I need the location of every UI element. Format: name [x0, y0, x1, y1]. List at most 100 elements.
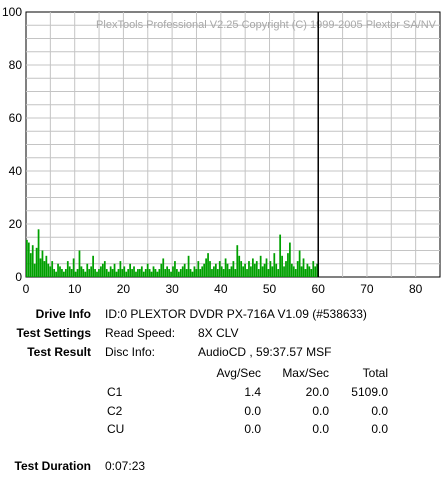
- c1-bar: [29, 253, 32, 277]
- c1-bar: [103, 261, 106, 277]
- c1-bar: [216, 269, 219, 277]
- c1-bar: [279, 234, 282, 277]
- x-tick-label: 0: [23, 282, 30, 296]
- c1-bar: [35, 247, 38, 277]
- c1-bar: [37, 229, 40, 277]
- c1-bar: [111, 269, 114, 277]
- c1-bar: [26, 239, 28, 277]
- disc-info-value: AudioCD , 59:37.57 MSF: [198, 345, 332, 359]
- c1-bar: [98, 269, 100, 277]
- c1-bar: [312, 261, 315, 277]
- c1-bar: [261, 266, 264, 277]
- c1-bar: [86, 263, 89, 277]
- c1-bar: [263, 263, 266, 277]
- c1-bar: [150, 271, 153, 277]
- c1-bar: [214, 263, 217, 277]
- c1-bar: [273, 253, 276, 277]
- disc-info-label: Disc Info:: [105, 345, 156, 359]
- c1-bar: [168, 269, 170, 277]
- x-tick-label: 20: [117, 282, 131, 296]
- c1-bar: [31, 245, 34, 277]
- c1-bar: [142, 271, 145, 277]
- c1-bar: [127, 269, 130, 277]
- col-header-max: Max/Sec: [282, 366, 329, 380]
- c1-bar: [64, 269, 67, 277]
- c1-bar: [160, 263, 163, 277]
- error-rate-chart: PlexTools Professional V2.25 Copyright (…: [2, 5, 441, 296]
- c1-bar: [259, 255, 262, 277]
- c1-bar: [68, 266, 71, 277]
- col-header-total: Total: [362, 366, 388, 380]
- c1-bar: [90, 266, 93, 277]
- c1-bar: [125, 271, 128, 277]
- watermark-text: PlexTools Professional V2.25 Copyright (…: [96, 19, 437, 31]
- c1-bar: [203, 263, 206, 277]
- c1-bar: [185, 269, 188, 277]
- x-tick-label: 40: [214, 282, 228, 296]
- c1-bar: [27, 242, 30, 277]
- c1-bar: [277, 269, 280, 277]
- x-tick-label: 70: [360, 282, 374, 296]
- c1-bar: [55, 271, 57, 277]
- c1-bar: [199, 269, 202, 277]
- c1-bar: [66, 261, 69, 277]
- c1-bar: [177, 271, 180, 277]
- c1-bar: [117, 269, 120, 277]
- c1-bar: [183, 263, 186, 277]
- x-tick-label: 30: [165, 282, 179, 296]
- c1-bar: [269, 261, 272, 277]
- c1-bar: [101, 263, 104, 277]
- c1-bar: [96, 271, 98, 277]
- c1-bar: [228, 269, 231, 277]
- c1-bar: [187, 255, 190, 277]
- y-tick-labels: 0 20 40 60 80 100: [2, 5, 22, 284]
- read-speed-value: 8X CLV: [198, 326, 239, 340]
- c1-bar: [41, 250, 44, 277]
- c1-bar: [57, 263, 59, 277]
- c1-bar: [76, 269, 79, 277]
- c1-bar: [265, 258, 268, 277]
- c1-bar: [43, 261, 46, 277]
- test-settings-label: Test Settings: [16, 326, 91, 340]
- x-tick-label: 50: [263, 282, 277, 296]
- row-cu-name: CU: [107, 422, 125, 436]
- c1-bar: [289, 242, 291, 277]
- c1-bar: [205, 258, 207, 277]
- c1-bar: [137, 269, 139, 277]
- c1-bar: [209, 261, 211, 277]
- y-tick-label: 100: [2, 5, 22, 19]
- c1-bar: [113, 263, 116, 277]
- row-cu-total: 0.0: [371, 422, 388, 436]
- c1-bar: [123, 266, 126, 277]
- c1-bar: [207, 253, 209, 277]
- c1-bar: [304, 269, 307, 277]
- c1-bar: [133, 266, 135, 277]
- c1-bar: [195, 269, 198, 277]
- c1-bar: [310, 269, 313, 277]
- c1-bar: [162, 258, 165, 277]
- c1-bar: [300, 266, 303, 277]
- c1-bar: [78, 250, 81, 277]
- c1-bar: [224, 258, 227, 277]
- row-c2-name: C2: [107, 404, 123, 418]
- c1-bar: [131, 269, 133, 277]
- y-tick-label: 0: [15, 270, 22, 284]
- row-c2-total: 0.0: [371, 404, 388, 418]
- c1-bar: [61, 269, 63, 277]
- c1-bar: [158, 269, 161, 277]
- c1-bar: [109, 266, 112, 277]
- c1-bar: [285, 261, 287, 277]
- c1-bar: [283, 266, 285, 277]
- c1-bar: [51, 261, 54, 277]
- c1-bar: [63, 271, 65, 277]
- c1-bar: [232, 261, 235, 277]
- c1-bar: [314, 266, 317, 277]
- x-tick-label: 10: [68, 282, 82, 296]
- y-tick-label: 60: [9, 111, 23, 125]
- c1-bar: [154, 269, 157, 277]
- c1-bar: [275, 263, 278, 277]
- c1-bar: [316, 263, 319, 277]
- c1-bar: [105, 269, 108, 277]
- c1-bar: [47, 263, 50, 277]
- c1-bar: [152, 266, 155, 277]
